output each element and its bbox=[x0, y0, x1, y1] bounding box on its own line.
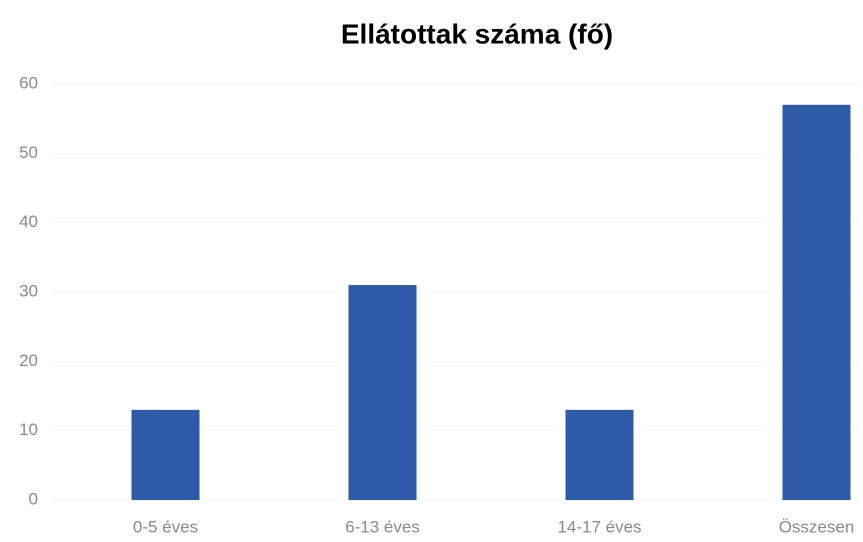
chart-title: Ellátottak száma (fő) bbox=[341, 18, 613, 49]
y-tick-label: 30 bbox=[19, 281, 38, 300]
bar bbox=[782, 104, 851, 501]
x-tick-label: 6-13 éves bbox=[345, 517, 420, 536]
y-tick-label: 50 bbox=[19, 143, 38, 162]
y-tick-label: 10 bbox=[19, 420, 38, 439]
x-tick-label: Összesen bbox=[779, 517, 855, 536]
y-tick-label: 0 bbox=[29, 489, 38, 508]
bar bbox=[348, 285, 417, 500]
y-tick-label: 60 bbox=[19, 73, 38, 92]
x-tick-label: 0-5 éves bbox=[133, 517, 198, 536]
y-tick-label: 20 bbox=[19, 351, 38, 370]
x-tick-label: 14-17 éves bbox=[557, 517, 641, 536]
y-tick-label: 40 bbox=[19, 212, 38, 231]
bar bbox=[565, 409, 634, 500]
bar bbox=[131, 409, 200, 500]
